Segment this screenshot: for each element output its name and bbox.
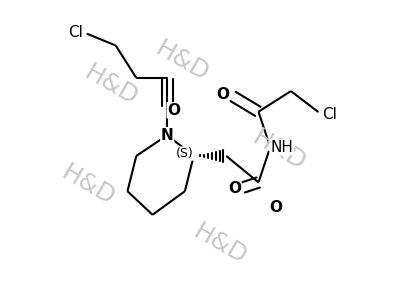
Text: NH: NH — [270, 140, 293, 154]
Text: O: O — [228, 181, 241, 196]
Text: O: O — [216, 87, 229, 102]
Text: H&D: H&D — [151, 37, 213, 86]
Text: H&D: H&D — [80, 60, 142, 110]
Text: H&D: H&D — [57, 160, 119, 210]
Text: N: N — [161, 128, 173, 143]
Text: O: O — [270, 200, 283, 215]
Text: Cl: Cl — [322, 107, 337, 122]
Text: Cl: Cl — [68, 25, 83, 40]
Text: H&D: H&D — [189, 219, 251, 269]
Text: O: O — [167, 103, 180, 118]
Text: (S): (S) — [176, 147, 194, 160]
Text: H&D: H&D — [248, 125, 310, 175]
